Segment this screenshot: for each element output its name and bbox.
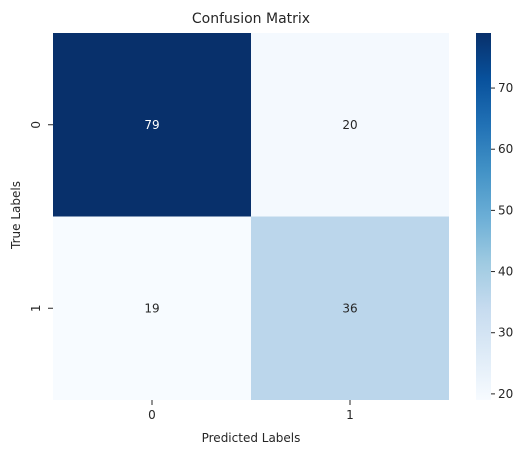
colorbar-ticks: 20 30 40 50 60 70 [491, 81, 513, 401]
y-tick-label: 0 [29, 121, 43, 129]
y-axis-label: True Labels [9, 181, 23, 250]
colorbar-tick-label: 50 [498, 203, 513, 217]
colorbar-tick-label: 30 [498, 326, 513, 340]
x-axis-label: Predicted Labels [202, 431, 301, 445]
y-axis: 01 [29, 121, 53, 312]
colorbar-gradient [476, 33, 491, 400]
colorbar-tick-label: 20 [498, 387, 513, 401]
chart-title: Confusion Matrix [192, 11, 310, 27]
heatmap-cells [53, 33, 449, 400]
y-tick-label: 1 [29, 304, 43, 312]
cell-value-label: 19 [144, 301, 159, 315]
cell-value-label: 36 [342, 301, 357, 315]
colorbar-tick-label: 40 [498, 265, 513, 279]
colorbar-tick-label: 60 [498, 142, 513, 156]
cell-value-label: 20 [342, 118, 357, 132]
colorbar: 20 30 40 50 60 70 [476, 33, 513, 401]
x-tick-label: 1 [346, 408, 354, 422]
colorbar-tick-label: 70 [498, 81, 513, 95]
x-tick-label: 0 [148, 408, 156, 422]
cell-value-label: 79 [144, 118, 159, 132]
